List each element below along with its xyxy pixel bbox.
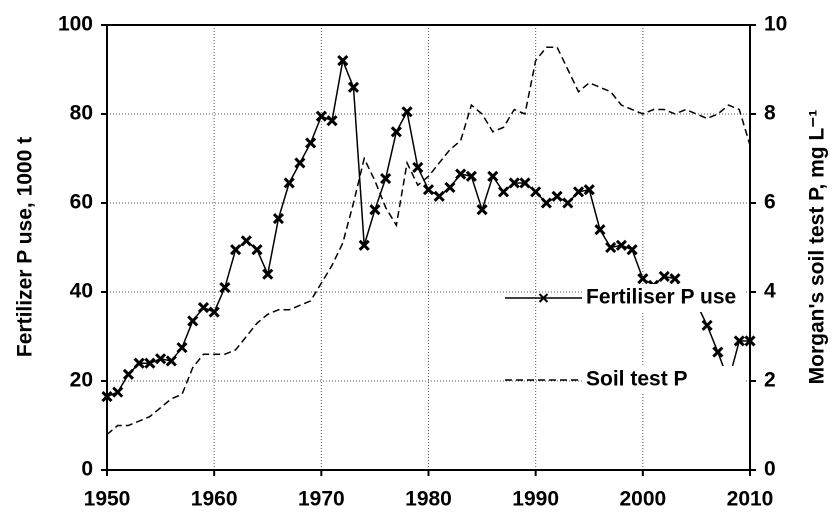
point-marker xyxy=(465,170,477,182)
y-tick-label: 60 xyxy=(70,191,93,214)
x-tick-label: 1960 xyxy=(191,488,238,511)
point-marker xyxy=(422,184,435,196)
point-marker xyxy=(144,357,156,369)
y-tick-label: 0 xyxy=(81,458,93,481)
y-tick-label: 20 xyxy=(70,369,93,392)
point-marker xyxy=(551,190,563,202)
x-tick-label: 2000 xyxy=(619,488,666,511)
y2-tick-label: 4 xyxy=(764,280,776,303)
point-marker xyxy=(444,181,456,193)
point-marker xyxy=(380,172,392,185)
x-tick-label: 1950 xyxy=(84,488,131,511)
point-marker xyxy=(219,281,231,294)
legend-bg xyxy=(584,366,744,394)
x-tick-label: 1990 xyxy=(512,488,559,511)
point-marker xyxy=(594,224,606,236)
point-marker xyxy=(455,168,467,180)
y-tick-label: 100 xyxy=(58,13,93,36)
point-marker xyxy=(712,346,724,358)
point-marker xyxy=(487,170,499,182)
point-marker xyxy=(283,177,295,189)
point-marker xyxy=(358,239,370,251)
point-marker xyxy=(508,177,520,189)
point-marker xyxy=(337,55,349,67)
point-marker xyxy=(519,177,531,189)
point-marker xyxy=(476,204,488,216)
point-marker xyxy=(294,157,306,169)
legend-bg xyxy=(584,284,744,312)
legend-marker xyxy=(538,293,549,303)
point-marker xyxy=(637,273,649,285)
point-marker xyxy=(315,110,327,122)
point-marker xyxy=(658,270,670,282)
point-marker xyxy=(615,239,627,251)
point-marker xyxy=(165,355,177,367)
point-marker xyxy=(744,335,756,347)
point-marker xyxy=(605,241,617,254)
x-tick-label: 2010 xyxy=(727,488,774,511)
point-marker xyxy=(433,190,445,202)
y-axis-label: Fertilizer P use, 1000 t xyxy=(14,137,37,357)
legend-label: Fertiliser P use xyxy=(586,286,736,309)
point-marker xyxy=(122,368,134,380)
point-marker xyxy=(133,357,145,369)
point-marker xyxy=(251,244,263,256)
point-marker xyxy=(401,106,413,118)
point-marker xyxy=(583,184,595,196)
point-marker xyxy=(187,315,199,327)
point-marker xyxy=(669,273,681,285)
y2-tick-label: 6 xyxy=(764,191,776,214)
y2-axis-label: Morgan's soil test P, mg L⁻¹ xyxy=(806,110,829,385)
point-marker xyxy=(497,186,510,198)
plot-frame xyxy=(106,24,751,471)
x-tick-label: 1980 xyxy=(405,488,452,511)
y2-tick-label: 2 xyxy=(764,369,776,392)
series-line xyxy=(106,46,751,435)
point-marker xyxy=(540,197,552,209)
point-marker xyxy=(390,126,402,138)
point-marker xyxy=(572,186,585,198)
point-marker xyxy=(262,268,274,280)
y2-tick-label: 8 xyxy=(764,102,776,125)
point-marker xyxy=(101,391,113,403)
legend-label: Soil test P xyxy=(586,368,688,391)
point-marker xyxy=(240,235,252,247)
point-marker xyxy=(112,386,124,398)
point-marker xyxy=(626,244,638,256)
point-marker xyxy=(305,137,317,149)
x-tick-label: 1970 xyxy=(298,488,345,511)
point-marker xyxy=(530,186,542,198)
point-marker xyxy=(230,244,242,256)
point-marker xyxy=(326,115,338,127)
point-marker xyxy=(369,204,381,216)
point-marker xyxy=(562,197,574,209)
point-marker xyxy=(197,302,210,314)
point-marker xyxy=(701,319,713,331)
point-marker xyxy=(347,81,360,93)
y2-tick-label: 0 xyxy=(764,458,776,481)
point-marker xyxy=(412,161,424,173)
point-marker xyxy=(272,213,285,225)
y2-tick-label: 10 xyxy=(764,13,787,36)
point-marker xyxy=(176,342,188,354)
y-tick-label: 40 xyxy=(70,280,93,303)
point-marker xyxy=(155,353,167,365)
y-tick-label: 80 xyxy=(70,102,93,125)
point-marker xyxy=(208,306,220,318)
point-marker xyxy=(733,335,745,347)
